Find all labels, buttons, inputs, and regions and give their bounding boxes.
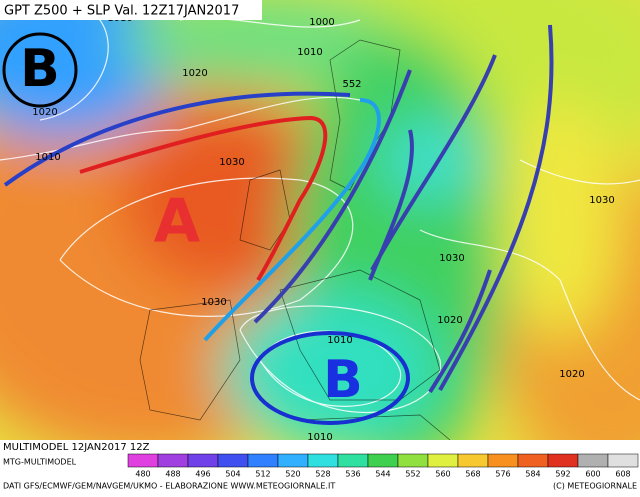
contour-label: 1010 bbox=[297, 47, 322, 58]
legend-swatch bbox=[547, 453, 579, 468]
legend-swatch bbox=[337, 453, 369, 468]
legend-tick-label: 584 bbox=[525, 470, 540, 479]
contour-label: 1030 bbox=[201, 297, 226, 308]
contour-label: 1020 bbox=[437, 315, 462, 326]
legend-swatch bbox=[457, 453, 489, 468]
legend-swatch bbox=[157, 453, 189, 468]
copyright-label: (C) METEOGIORNALE bbox=[553, 482, 637, 491]
model-label: MTG-MULTIMODEL bbox=[3, 458, 77, 467]
contour-label: 552 bbox=[342, 79, 361, 90]
legend-tick-label: 512 bbox=[255, 470, 270, 479]
contour-label: 1010 bbox=[307, 432, 332, 443]
contour-label: 1030 bbox=[219, 157, 244, 168]
legend-swatch bbox=[307, 453, 339, 468]
pressure-center: A bbox=[154, 187, 201, 257]
contour-label: 1010 bbox=[327, 335, 352, 346]
legend-tick-label: 480 bbox=[135, 470, 150, 479]
color-legend: 480 488 496 504 512 520 528 536 544 552 560 568 576 5… bbox=[127, 453, 639, 479]
legend-swatch bbox=[247, 453, 279, 468]
legend-tick-label: 560 bbox=[435, 470, 450, 479]
legend-swatch bbox=[397, 453, 429, 468]
sources-label: DATI GFS/ECMWF/GEM/NAVGEM/UKMO - ELABORA… bbox=[3, 482, 335, 491]
legend-swatch bbox=[517, 453, 549, 468]
contour-label: 1000 bbox=[309, 17, 334, 28]
legend-tick-label: 544 bbox=[375, 470, 390, 479]
legend-tick-label: 496 bbox=[195, 470, 210, 479]
legend-tick-label: 520 bbox=[285, 470, 300, 479]
legend-tick-label: 488 bbox=[165, 470, 180, 479]
legend-tick-label: 536 bbox=[345, 470, 360, 479]
legend-swatch bbox=[607, 453, 639, 468]
legend-tick-label: 608 bbox=[615, 470, 630, 479]
pressure-center: B bbox=[323, 350, 363, 410]
legend-tick-label: 568 bbox=[465, 470, 480, 479]
jet-arrow bbox=[3, 91, 351, 187]
contour-label: 1030 bbox=[439, 253, 464, 264]
contour-label: 1020 bbox=[182, 68, 207, 79]
legend-swatch bbox=[127, 453, 159, 468]
warm-arrow bbox=[79, 115, 328, 282]
legend-tick-label: 504 bbox=[225, 470, 240, 479]
low-ring bbox=[250, 331, 410, 425]
contour-label: 1020 bbox=[32, 107, 57, 118]
legend-swatch bbox=[577, 453, 609, 468]
contour-label: 1020 bbox=[559, 369, 584, 380]
contour-label: 1010 bbox=[35, 152, 60, 163]
legend-swatch bbox=[487, 453, 519, 468]
legend-tick-label: 552 bbox=[405, 470, 420, 479]
cold-arrow bbox=[203, 98, 381, 342]
legend-tick-label: 576 bbox=[495, 470, 510, 479]
flow-arrows bbox=[253, 24, 554, 394]
legend-tick-label: 528 bbox=[315, 470, 330, 479]
high-low-ring bbox=[2, 32, 78, 108]
run-label: MULTIMODEL 12JAN2017 12Z bbox=[3, 442, 150, 453]
legend-swatch bbox=[277, 453, 309, 468]
legend-tick-label: 592 bbox=[555, 470, 570, 479]
legend-swatch bbox=[187, 453, 219, 468]
legend-swatch bbox=[217, 453, 249, 468]
legend-tick-label: 600 bbox=[585, 470, 600, 479]
legend-swatch bbox=[367, 453, 399, 468]
contour-label: 1030 bbox=[589, 195, 614, 206]
pressure-center: B bbox=[20, 39, 60, 99]
legend-swatch bbox=[427, 453, 459, 468]
title-box bbox=[0, 0, 262, 20]
map-title: GPT Z500 + SLP Val. 12Z17JAN2017 bbox=[4, 4, 239, 19]
